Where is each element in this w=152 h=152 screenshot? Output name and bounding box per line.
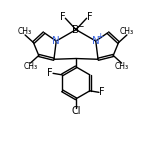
Text: N: N	[92, 36, 100, 46]
Text: −: −	[76, 21, 84, 30]
Text: F: F	[86, 12, 92, 22]
Text: F: F	[60, 12, 66, 22]
Text: N: N	[52, 36, 60, 46]
Text: F: F	[47, 68, 53, 78]
Text: CH₃: CH₃	[23, 62, 37, 71]
Text: Cl: Cl	[71, 106, 81, 116]
Text: B: B	[73, 25, 79, 35]
Text: CH₃: CH₃	[18, 27, 32, 36]
Text: CH₃: CH₃	[115, 62, 129, 71]
Text: +: +	[97, 32, 104, 41]
Text: F: F	[99, 87, 105, 97]
Text: CH₃: CH₃	[120, 27, 134, 36]
